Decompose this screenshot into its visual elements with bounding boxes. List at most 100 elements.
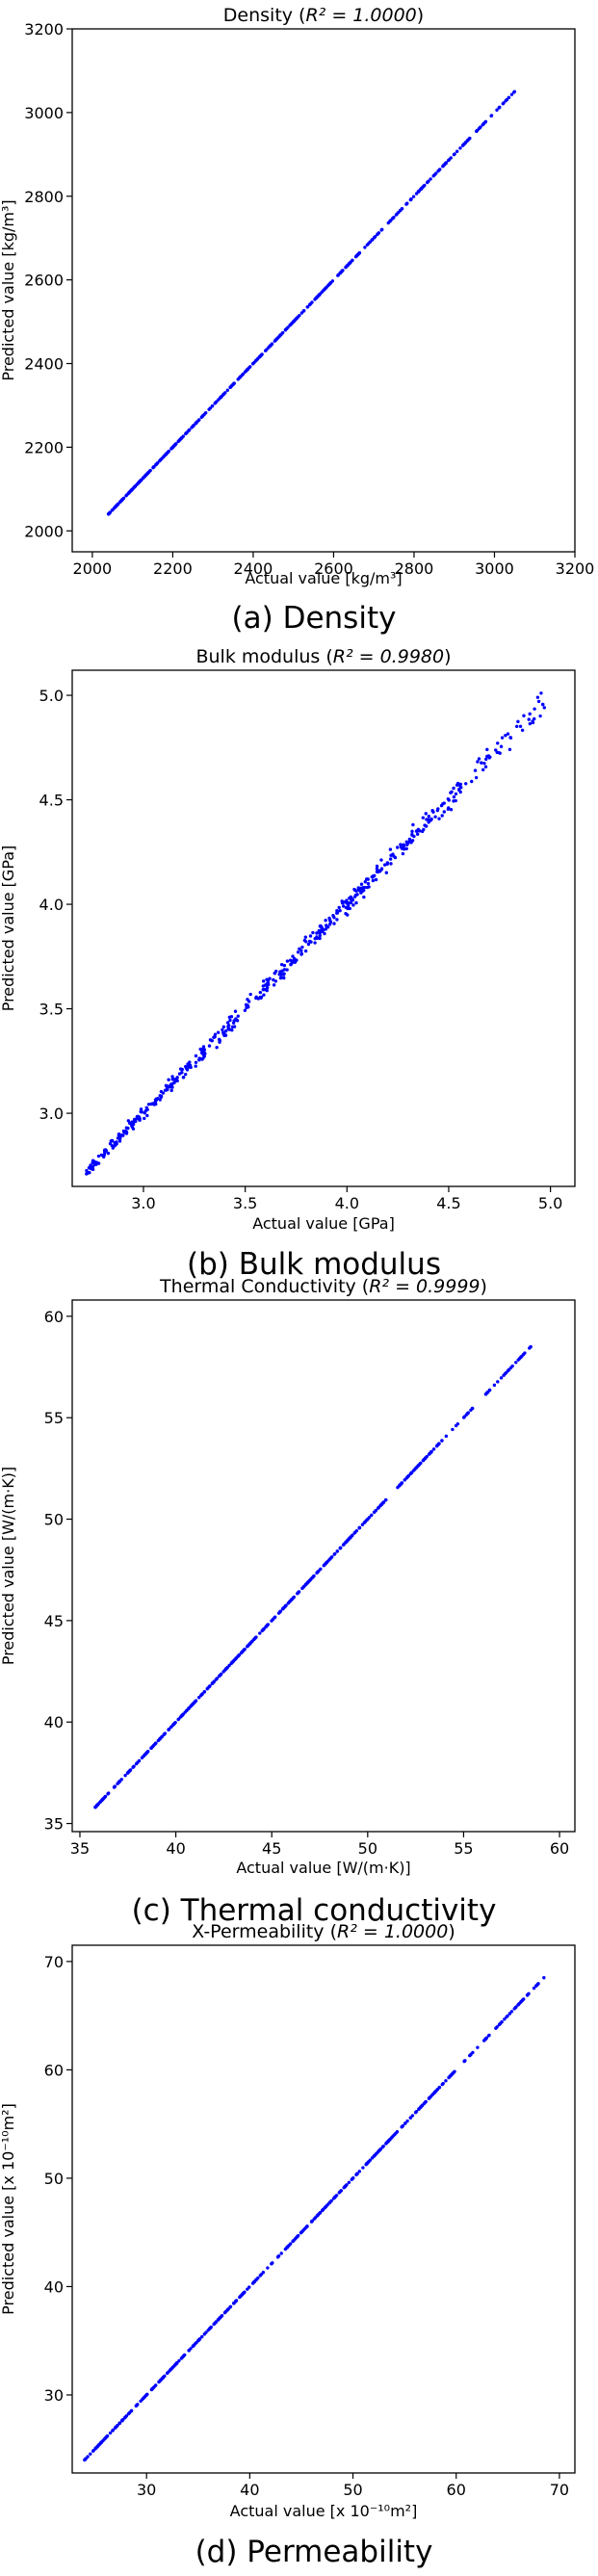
y-tick-label: 60 — [44, 2061, 64, 2079]
scatter-point — [113, 1784, 117, 1789]
scatter-point — [449, 791, 453, 794]
scatter-point — [486, 2034, 491, 2038]
scatter-point — [382, 863, 387, 867]
scatter-point — [520, 728, 525, 732]
scatter-point — [98, 1800, 102, 1805]
scatter-point — [126, 1119, 131, 1123]
scatter-point — [506, 732, 510, 736]
scatter-point — [239, 375, 243, 378]
scatter-point — [362, 888, 366, 893]
scatter-point — [325, 924, 328, 928]
scatter-point — [136, 1760, 140, 1764]
scatter-point — [455, 783, 459, 787]
scatter-point — [270, 1619, 273, 1623]
panel-density: Density (R² = 1.0000) 2000 2200 2400 2600 280… — [0, 5, 594, 636]
scatter-point — [283, 1604, 287, 1608]
y-tick-label: 4.0 — [39, 896, 64, 914]
scatter-point — [454, 798, 457, 803]
scatter-point — [499, 744, 504, 748]
scatter-point — [405, 1474, 410, 1479]
scatter-point — [242, 1649, 246, 1652]
scatter-point — [410, 833, 414, 837]
scatter-point — [355, 893, 359, 897]
scatter-point — [225, 1021, 230, 1025]
scatter-point — [356, 888, 361, 892]
scatter-point — [233, 1009, 238, 1013]
scatter-point — [303, 935, 307, 939]
scatter-point — [505, 1370, 508, 1374]
scatter-point — [469, 2052, 473, 2056]
scatter-point — [332, 916, 336, 920]
scatter-point — [346, 913, 350, 917]
scatter-point — [176, 439, 180, 443]
scatter-point — [347, 903, 351, 907]
scatter-point — [429, 177, 432, 181]
scatter-point — [333, 1551, 337, 1556]
scatter-point — [470, 779, 474, 784]
y-tick-label: 55 — [44, 1409, 64, 1427]
scatter-point — [421, 2103, 425, 2107]
scatter-point — [281, 1606, 285, 1611]
scatter-point — [349, 900, 353, 905]
scatter-point — [118, 500, 122, 504]
scatter-point — [166, 451, 169, 455]
y-tick-label: 70 — [44, 1953, 64, 1971]
scatter-point — [447, 798, 451, 802]
scatter-point — [279, 962, 284, 967]
x-tick-label: 4.5 — [436, 1194, 460, 1212]
scatter-point — [387, 2139, 391, 2143]
scatter-point — [175, 1079, 179, 1083]
scatter-point — [354, 253, 359, 258]
scatter-point — [276, 2254, 281, 2258]
scatter-point — [108, 2431, 113, 2435]
scatter-point — [536, 699, 541, 704]
x-tick-label: 3200 — [556, 559, 595, 578]
scatter-point — [322, 288, 326, 292]
scatter-point — [405, 2119, 409, 2123]
scatter-point — [347, 262, 351, 266]
scatter-point — [337, 2191, 341, 2195]
scatter-point — [295, 2235, 299, 2239]
scatter-point — [164, 1083, 169, 1088]
scatter-point — [87, 1166, 91, 1170]
scatter-point — [325, 2202, 330, 2206]
scatter-point — [378, 2147, 383, 2151]
scatter-point — [432, 2091, 436, 2095]
scatter-points — [106, 90, 517, 516]
scatter-point — [381, 2145, 385, 2148]
scatter-point — [377, 231, 380, 236]
scatter-point — [453, 2069, 456, 2073]
scatter-point — [310, 2219, 314, 2224]
scatter-point — [256, 2276, 260, 2280]
scatter-point — [163, 1731, 168, 1735]
scatter-point — [527, 1991, 531, 1996]
scatter-point — [179, 1714, 184, 1718]
scatter-point — [309, 940, 313, 944]
scatter-point — [205, 1687, 209, 1691]
scatter-point — [370, 1513, 374, 1518]
y-tick-label: 30 — [44, 2386, 64, 2405]
scatter-point — [159, 1095, 164, 1099]
scatter-point — [277, 334, 282, 338]
scatter-point — [214, 2320, 219, 2324]
scatter-point — [323, 931, 326, 936]
scatter-point — [512, 91, 516, 94]
scatter-point — [346, 906, 350, 911]
scatter-point — [182, 2354, 186, 2358]
scatter-point — [514, 1361, 518, 1365]
scatter-point — [267, 982, 271, 987]
scatter-point — [160, 456, 164, 461]
scatter-point — [167, 1078, 170, 1081]
scatter-point — [532, 1986, 536, 1991]
scatter-point — [247, 1643, 250, 1648]
scatter-point — [196, 1696, 201, 1700]
scatter-point — [174, 2361, 178, 2366]
x-tick-label: 30 — [137, 2481, 156, 2499]
scatter-point — [232, 1025, 237, 1028]
scatter-point — [310, 300, 314, 304]
scatter-point — [420, 186, 424, 191]
scatter-point — [485, 754, 489, 759]
scatter-point — [469, 1408, 473, 1412]
scatter-point — [208, 1038, 213, 1042]
scatter-point — [197, 1056, 201, 1060]
